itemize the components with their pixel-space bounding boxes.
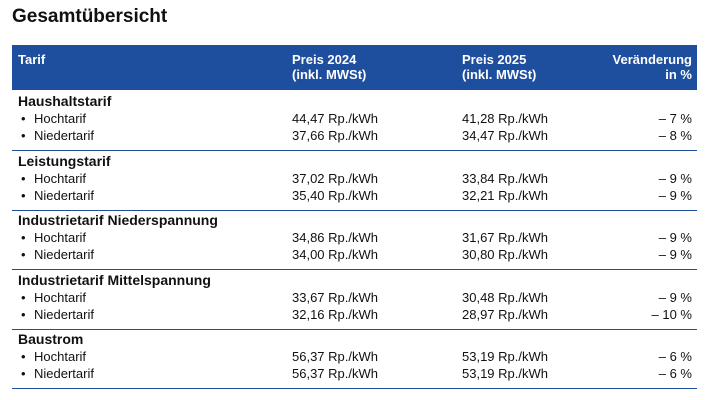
table-row: Hochtarif 37,02 Rp./kWh 33,84 Rp./kWh – 9 % (12, 170, 697, 187)
tariff-name: Niedertarif (21, 127, 94, 144)
price-2024: 35,40 Rp./kWh (292, 187, 378, 203)
header-line: Veränderung (612, 52, 692, 67)
header-tariff: Tarif (18, 52, 46, 67)
header-line: in % (665, 67, 692, 82)
price-2024: 34,86 Rp./kWh (292, 230, 378, 245)
change: – 10 % (651, 306, 692, 322)
header-line: (inkl. MWSt) (462, 67, 537, 82)
page-title: Gesamtübersicht (12, 6, 168, 27)
price-2025: 31,67 Rp./kWh (462, 230, 548, 245)
price-2024: 37,66 Rp./kWh (292, 128, 378, 143)
table-row: Hochtarif 56,37 Rp./kWh 53,19 Rp./kWh – 6 % (12, 348, 697, 365)
price-2024: 32,16 Rp./kWh (292, 306, 378, 322)
group-name: Industrietarif Niederspannung (18, 212, 218, 228)
price-2024: 56,37 Rp./kWh (292, 366, 378, 381)
table-row: Niedertarif 56,37 Rp./kWh 53,19 Rp./kWh – 6… (12, 365, 697, 382)
price-2024: 37,02 Rp./kWh (292, 170, 378, 186)
price-2025: 53,19 Rp./kWh (462, 366, 548, 381)
price-2025: 28,97 Rp./kWh (462, 306, 548, 322)
group-name: Leistungstarif (18, 152, 111, 169)
tariff-name: Hochtarif (21, 348, 86, 365)
group-name: Haushaltstarif (18, 93, 112, 109)
tariff-name: Niedertarif (21, 187, 94, 204)
tariff-group: BaustromHochtarif 56,37 Rp./kWh 53,19 Rp./… (12, 329, 697, 389)
group-name: Baustrom (18, 331, 84, 347)
price-2024: 34,00 Rp./kWh (292, 247, 378, 262)
change: – 6 % (658, 349, 692, 364)
price-2025: 30,48 Rp./kWh (462, 289, 548, 305)
header-change: Veränderung in % (613, 52, 692, 82)
header-line: Preis 2024 (292, 52, 357, 67)
price-2025: 30,80 Rp./kWh (462, 247, 548, 262)
header-line: Preis 2025 (462, 52, 527, 67)
tariff-group: Industrietarif NiederspannungHochtarif 34… (12, 210, 697, 270)
header-price-2024: Preis 2024 (inkl. MWSt) (292, 52, 366, 82)
tariff-group: LeistungstarifHochtarif 37,02 Rp./kWh 33,8… (12, 151, 697, 211)
price-2025: 53,19 Rp./kWh (462, 349, 548, 364)
change: – 9 % (658, 187, 692, 203)
change: – 7 % (658, 111, 692, 126)
tariff-name: Niedertarif (21, 306, 94, 323)
tariff-name: Hochtarif (21, 110, 86, 127)
change: – 9 % (658, 230, 692, 245)
price-2025: 32,21 Rp./kWh (462, 187, 548, 203)
table-row: Niedertarif 37,66 Rp./kWh 34,47 Rp./kWh – 8… (12, 127, 697, 144)
tariff-name: Hochtarif (21, 289, 86, 306)
tariff-name: Hochtarif (21, 229, 86, 246)
table-row: Hochtarif 34,86 Rp./kWh 31,67 Rp./kWh – 9 % (12, 229, 697, 246)
table-header: Tarif Preis 2024 (inkl. MWSt) Preis 2025… (12, 45, 697, 90)
change: – 9 % (658, 170, 692, 186)
tariff-name: Niedertarif (21, 246, 94, 263)
price-2025: 33,84 Rp./kWh (462, 170, 548, 186)
price-2024: 56,37 Rp./kWh (292, 349, 378, 364)
price-2025: 34,47 Rp./kWh (462, 128, 548, 143)
table-row: Niedertarif 35,40 Rp./kWh 32,21 Rp./kWh – 9… (12, 187, 697, 204)
table-row: Niedertarif 32,16 Rp./kWh 28,97 Rp./kWh – 1… (12, 306, 697, 323)
header-line: (inkl. MWSt) (292, 67, 367, 82)
header-price-2025: Preis 2025 (inkl. MWSt) (462, 52, 536, 82)
table-row: Niedertarif 34,00 Rp./kWh 30,80 Rp./kWh – 9… (12, 246, 697, 263)
price-2024: 33,67 Rp./kWh (292, 289, 378, 305)
table-row: Hochtarif 33,67 Rp./kWh 30,48 Rp./kWh – 9 % (12, 289, 697, 306)
change: – 9 % (658, 289, 692, 305)
change: – 9 % (658, 247, 692, 262)
tariff-group: HaushaltstarifHochtarif 44,47 Rp./kWh 41,2… (12, 91, 697, 151)
tariff-name: Niedertarif (21, 365, 94, 382)
price-2025: 41,28 Rp./kWh (462, 111, 548, 126)
tariff-group: Industrietarif MittelspannungHochtarif 33… (12, 270, 697, 330)
price-2024: 44,47 Rp./kWh (292, 111, 378, 126)
group-name: Industrietarif Mittelspannung (18, 271, 211, 288)
tariff-name: Hochtarif (21, 170, 86, 187)
table-row: Hochtarif 44,47 Rp./kWh 41,28 Rp./kWh – 7 % (12, 110, 697, 127)
change: – 8 % (658, 128, 692, 143)
change: – 6 % (658, 366, 692, 381)
